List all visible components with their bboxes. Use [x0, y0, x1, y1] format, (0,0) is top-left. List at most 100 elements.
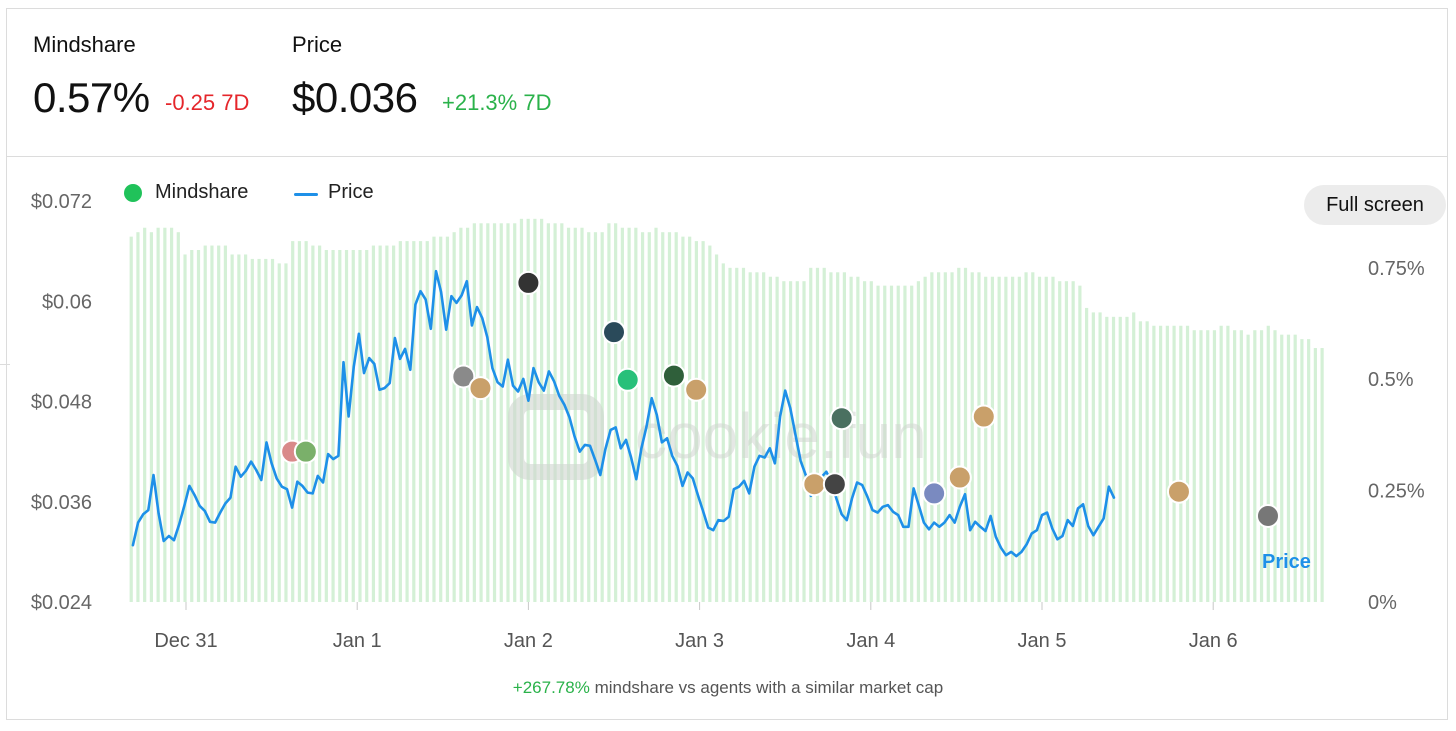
legend-price-label[interactable]: Price — [328, 181, 374, 203]
mindshare-bar — [1152, 325, 1156, 602]
mindshare-bar — [728, 267, 732, 602]
mindshare-bar — [1138, 321, 1143, 602]
mindshare-bar — [169, 227, 174, 602]
agent-avatar — [829, 406, 854, 431]
mindshare-bar — [499, 223, 503, 602]
legend-mindshare-marker — [124, 184, 142, 202]
mindshare-bar — [856, 276, 860, 602]
mindshare-bar — [1044, 276, 1048, 602]
agent-avatar — [516, 270, 541, 295]
mindshare-bar — [277, 263, 281, 602]
y-right-tick-label: 0.75% — [1368, 258, 1425, 280]
mindshare-bar — [318, 245, 322, 603]
mindshare-bar — [398, 241, 402, 602]
footer-highlight: +267.78% — [512, 678, 590, 697]
mindshare-bar — [1246, 334, 1250, 602]
mindshare-bar — [768, 276, 772, 602]
mindshare-bar — [788, 281, 793, 602]
mindshare-bar — [809, 267, 813, 602]
mindshare-bar — [1273, 330, 1277, 602]
mindshare-bar — [1078, 285, 1082, 602]
mindshare-bar — [910, 285, 914, 602]
mindshare-bar — [331, 250, 335, 602]
x-tick-label: Jan 3 — [675, 630, 724, 652]
mindshare-bar — [217, 245, 221, 603]
mindshare-bar — [459, 227, 463, 602]
x-tick-label: Jan 4 — [846, 630, 895, 652]
mindshare-bar — [136, 232, 140, 602]
mindshare-bar — [1206, 330, 1210, 602]
mindshare-bar — [210, 245, 214, 603]
agent-avatar — [802, 472, 827, 497]
mindshare-bar — [452, 232, 456, 602]
mindshare-bar — [849, 276, 853, 602]
mindshare-bar — [984, 276, 988, 602]
mindshare-bar — [378, 245, 382, 603]
mindshare-bar — [270, 258, 275, 602]
mindshare-bar — [735, 267, 739, 602]
mindshare-bar — [492, 223, 497, 602]
mindshare-bar — [1031, 272, 1035, 602]
y-right-tick-label: 0.5% — [1368, 369, 1414, 391]
mindshare-bar — [284, 263, 288, 602]
mindshare-bar — [351, 250, 355, 602]
mindshare-bar — [573, 227, 577, 602]
mindshare-bar — [1071, 281, 1075, 602]
mindshare-bar — [990, 276, 995, 602]
y-right-tick-label: 0% — [1368, 592, 1397, 614]
footer-note: +267.78% mindshare vs agents with a simi… — [0, 678, 1456, 698]
x-tick-label: Jan 1 — [333, 630, 382, 652]
mindshare-bar — [371, 245, 376, 603]
mindshare-bar — [842, 272, 847, 602]
mindshare-bar — [822, 267, 826, 602]
mindshare-bar — [943, 272, 947, 602]
mindshare-bar — [1172, 325, 1176, 602]
mindshare-bar — [1313, 348, 1317, 602]
mindshare-bar — [432, 236, 436, 602]
mindshare-bar — [876, 285, 880, 602]
watermark-logo — [508, 394, 604, 480]
agent-avatar — [615, 367, 640, 392]
mindshare-bar — [1185, 325, 1190, 602]
mindshare-bar — [190, 250, 194, 602]
mindshare-bar — [1105, 316, 1109, 602]
mindshare-bar — [614, 223, 618, 602]
mindshare-bar — [472, 223, 476, 602]
mindshare-bar — [1132, 312, 1136, 602]
mindshare-bar — [149, 232, 154, 602]
y-left-tick-label: $0.024 — [31, 592, 92, 614]
mindshare-bar — [802, 281, 806, 602]
mindshare-bar — [930, 272, 934, 602]
mindshare-bar — [1051, 276, 1055, 602]
mindshare-bar — [176, 232, 180, 602]
mindshare-bar — [1145, 321, 1149, 602]
mindshare-bar — [1286, 334, 1291, 602]
full-screen-button[interactable]: Full screen — [1304, 185, 1446, 225]
x-tick-label: Jan 6 — [1189, 630, 1238, 652]
mindshare-bar — [1098, 312, 1102, 602]
mindshare-bar — [1091, 312, 1095, 602]
mindshare-bar — [1058, 281, 1062, 602]
mindshare-bar — [1266, 325, 1270, 602]
mindshare-bar — [344, 250, 349, 602]
mindshare-bar — [412, 241, 416, 602]
mindshare-bar — [445, 236, 450, 602]
mindshare-bar — [701, 241, 705, 602]
agent-avatar — [1166, 479, 1191, 504]
mindshare-bar — [714, 254, 719, 602]
mindshare-bar — [1011, 276, 1015, 602]
mindshare-bar — [661, 232, 665, 602]
mindshare-bar — [903, 285, 907, 602]
mindshare-bar — [869, 281, 873, 602]
legend-mindshare-label[interactable]: Mindshare — [155, 181, 249, 203]
mindshare-bar — [553, 223, 557, 602]
mindshare-bar — [311, 245, 315, 603]
mindshare-bar — [183, 254, 187, 602]
mindshare-bar — [196, 250, 201, 602]
mindshare-bar — [1233, 330, 1237, 602]
divider-tick — [0, 364, 10, 365]
price-value: $0.036 — [292, 74, 418, 121]
mindshare-bar — [997, 276, 1001, 602]
mindshare-bar — [540, 218, 544, 603]
